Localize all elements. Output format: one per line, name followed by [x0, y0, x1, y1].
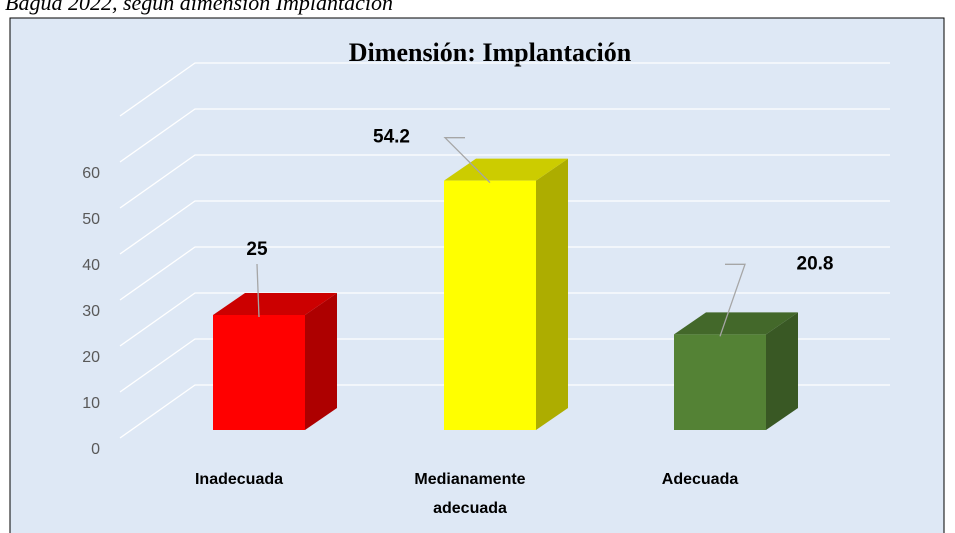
leader-line [256, 263, 260, 318]
x-tick-label: Medianamente adecuada [414, 471, 526, 517]
grid-line [119, 62, 890, 117]
grid-line [119, 292, 890, 347]
y-tick-label: 40 [82, 257, 100, 274]
caption: Bagua 2022, según dimensión Implantación [5, 0, 393, 15]
bar-top [213, 293, 337, 315]
y-tick-label: 60 [82, 165, 100, 182]
y-tick-label: 20 [82, 349, 100, 366]
grid-line [119, 108, 890, 163]
grid-line [119, 384, 890, 439]
bar [213, 293, 337, 430]
leader-line [719, 263, 746, 337]
chart-title: Dimensión: Implantación [349, 38, 632, 67]
bar-side [766, 312, 798, 430]
bar [444, 158, 568, 430]
bar-top [444, 158, 568, 181]
bar-front [674, 334, 766, 430]
bar [674, 312, 798, 430]
x-tick-label: Inadecuada [194, 471, 284, 488]
x-tick-label: Adecuada [661, 471, 739, 488]
y-tick-label: 10 [82, 395, 100, 412]
bar-side [536, 158, 568, 430]
grid-line [119, 246, 890, 301]
data-label: 25 [246, 239, 268, 260]
bar-front [213, 315, 305, 430]
data-label: 20.8 [797, 253, 834, 274]
grid-line [119, 154, 890, 209]
y-tick-label: 0 [91, 441, 100, 458]
bar-front [444, 180, 536, 430]
bar-top [674, 312, 798, 335]
grid-line [119, 200, 890, 255]
bar-side [305, 293, 337, 430]
leader-line [443, 137, 491, 184]
grid-line [119, 338, 890, 393]
y-tick-label: 50 [82, 211, 100, 228]
y-tick-label: 30 [82, 303, 100, 320]
data-label: 54.2 [373, 127, 410, 148]
